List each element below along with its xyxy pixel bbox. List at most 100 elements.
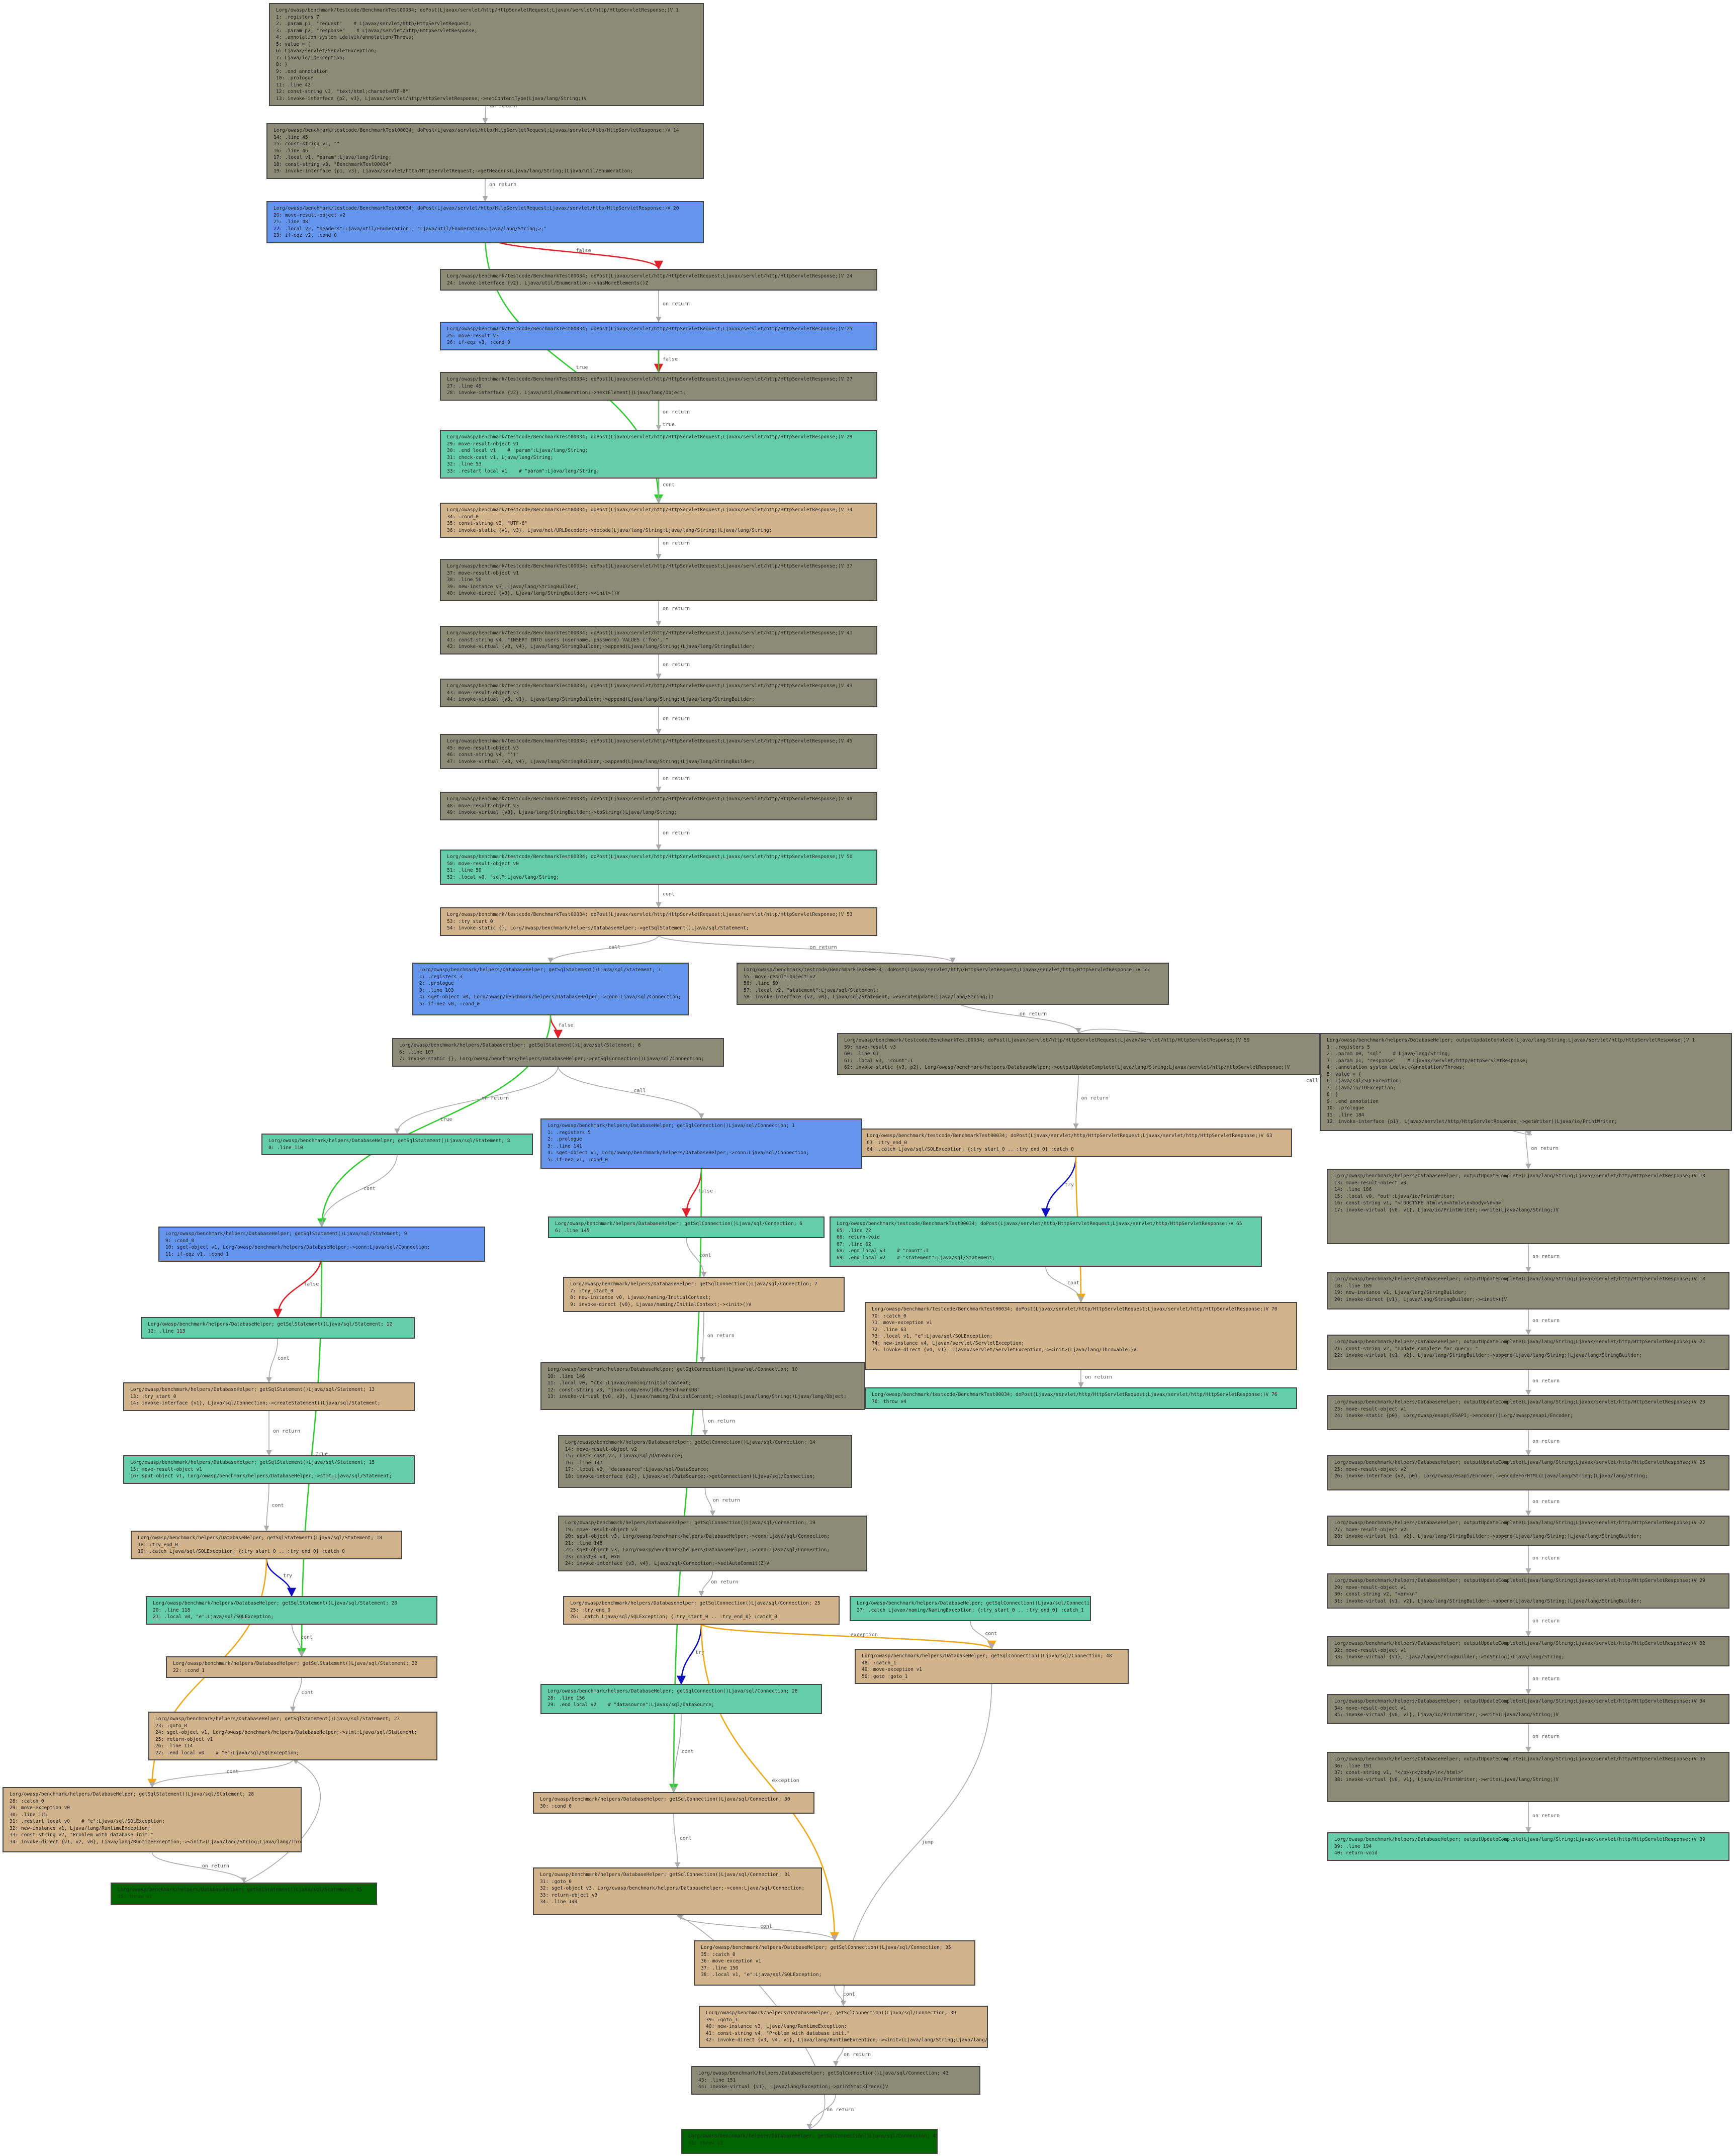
edge-label: false	[698, 1189, 713, 1194]
node-instruction: 20: sput-object v3, Lorg/owasp/benchmark…	[565, 1534, 830, 1539]
cfg-node-u7: Lorg/owasp/benchmark/helpers/DatabaseHel…	[1327, 1516, 1729, 1546]
edge-default	[677, 1915, 838, 1941]
edge-label: on return	[202, 1863, 229, 1869]
node-header: Lorg/owasp/benchmark/testcode/BenchmarkT…	[872, 1392, 1277, 1397]
edge-label: false	[663, 357, 678, 362]
node-header: Lorg/owasp/benchmark/testcode/BenchmarkT…	[447, 326, 853, 332]
node-instruction: 5: if-nez v0, :cond_0	[419, 1001, 480, 1007]
node-instruction: 3: .param p1, "response" # Ljavax/servle…	[1327, 1058, 1528, 1064]
node-header: Lorg/owasp/benchmark/testcode/BenchmarkT…	[447, 273, 853, 279]
node-instruction: 26: if-eqz v3, :cond_0	[447, 340, 510, 345]
node-instruction: 50: move-result-object v0	[447, 861, 519, 867]
node-instruction: 20: .line 118	[153, 1607, 191, 1613]
node-instruction: 45: move-result-object v3	[447, 745, 519, 751]
cfg-node-n10: Lorg/owasp/benchmark/testcode/BenchmarkT…	[440, 626, 877, 654]
node-instruction: 53: :try_start_0	[447, 918, 493, 924]
node-instruction: 8: new-instance v0, Ljavax/naming/Initia…	[570, 1295, 711, 1300]
cfg-node-n14: Lorg/owasp/benchmark/testcode/BenchmarkT…	[440, 850, 877, 885]
edge-label: on return	[663, 662, 690, 668]
node-instruction: 23: const/4 v4, 0x0	[565, 1554, 620, 1560]
node-instruction: 43: .line 151	[698, 2077, 736, 2083]
cfg-node-n19: Lorg/owasp/benchmark/testcode/BenchmarkT…	[830, 1216, 1262, 1267]
node-instruction: 32: sget-object v3, Lorg/owasp/benchmark…	[540, 1886, 805, 1891]
cfg-node-u1: Lorg/owasp/benchmark/helpers/DatabaseHel…	[1320, 1033, 1732, 1131]
node-instruction: 60: .line 61	[844, 1051, 879, 1057]
node-header: Lorg/owasp/benchmark/helpers/DatabaseHel…	[138, 1535, 383, 1541]
node-instruction: 1: .registers 3	[419, 974, 463, 980]
node-instruction: 62: invoke-static {v3, p2}, Lorg/owasp/b…	[844, 1065, 1290, 1070]
node-instruction: 33: return-object v3	[540, 1892, 598, 1898]
edge-label: on return	[490, 104, 517, 109]
node-instruction: 7: invoke-static {}, Lorg/owasp/benchmar…	[399, 1056, 704, 1062]
edge-label: on return	[1081, 1096, 1109, 1101]
node-instruction: 15: const-string v1, ""	[273, 141, 340, 147]
node-header: Lorg/owasp/benchmark/testcode/BenchmarkT…	[447, 434, 853, 440]
edge-label: cont	[301, 1635, 313, 1640]
node-instruction: 25: move-result-object v2	[1334, 1466, 1406, 1472]
node-instruction: 74: new-instance v4, Ljavax/servlet/Serv…	[872, 1340, 1025, 1346]
node-instruction: 9: :cond_0	[165, 1238, 195, 1244]
edge-label: on return	[1532, 1734, 1560, 1740]
edge-label: on return	[827, 2107, 854, 2113]
edge-default	[291, 1621, 305, 1657]
cfg-node-n21: Lorg/owasp/benchmark/testcode/BenchmarkT…	[865, 1387, 1297, 1409]
node-instruction: 29: move-exception v0	[10, 1805, 70, 1811]
node-instruction: 35: invoke-virtual {v0, v1}, Ljava/io/Pr…	[1334, 1712, 1559, 1718]
node-instruction: 28: invoke-interface {v2}, Ljava/util/En…	[447, 390, 686, 396]
node-header: Lorg/owasp/benchmark/helpers/DatabaseHel…	[1334, 1173, 1705, 1179]
node-header: Lorg/owasp/benchmark/helpers/DatabaseHel…	[698, 2071, 949, 2076]
node-instruction: 24: invoke-static {p0}, Lorg/owasp/esapi…	[1334, 1413, 1573, 1419]
edge-label: on return	[663, 302, 690, 307]
node-header: Lorg/owasp/benchmark/helpers/DatabaseHel…	[1334, 1339, 1705, 1345]
node-instruction: 13: invoke-virtual {v0, v3}, Ljavax/nami…	[547, 1394, 847, 1399]
node-instruction: 12: invoke-interface {p1}, Ljavax/servle…	[1327, 1119, 1617, 1124]
edge-default	[149, 1759, 294, 1788]
cfg-node-u2: Lorg/owasp/benchmark/helpers/DatabaseHel…	[1327, 1169, 1729, 1244]
node-header: Lorg/owasp/benchmark/testcode/BenchmarkT…	[744, 967, 1149, 973]
cfg-node-n8: Lorg/owasp/benchmark/testcode/BenchmarkT…	[440, 503, 877, 538]
cfg-node-c3: Lorg/owasp/benchmark/helpers/DatabaseHel…	[563, 1277, 845, 1312]
edge-default	[1045, 1266, 1084, 1303]
node-instruction: 39: :goto_1	[706, 2017, 738, 2023]
node-instruction: 28: :catch_0	[10, 1798, 44, 1804]
node-header: Lorg/owasp/benchmark/helpers/DatabaseHel…	[701, 1945, 951, 1950]
node-header: Lorg/owasp/benchmark/helpers/DatabaseHel…	[547, 1123, 795, 1129]
node-instruction: 27: .catch Ljavax/naming/NamingException…	[857, 1607, 1084, 1613]
node-instruction: 5: if-nez v1, :cond_0	[547, 1157, 608, 1163]
edge-label: on return	[663, 410, 690, 415]
edge-label: on return	[1532, 1619, 1560, 1624]
cfg-node-n16: Lorg/owasp/benchmark/testcode/BenchmarkT…	[737, 963, 1169, 1005]
edge-label: on return	[482, 1096, 509, 1101]
node-instruction: 32: move-result-object v1	[1334, 1647, 1406, 1653]
node-instruction: 76: throw v4	[872, 1398, 906, 1404]
edge-try	[676, 1623, 702, 1685]
edge-default	[970, 1621, 995, 1650]
node-instruction: 12: const-string v3, "text/html;charset=…	[276, 89, 409, 95]
edge-default	[702, 1410, 708, 1436]
node-instruction: 6: .line 107	[399, 1049, 434, 1055]
cfg-node-h12: Lorg/owasp/benchmark/helpers/DatabaseHel…	[3, 1787, 302, 1852]
edge-label: on return	[1532, 1499, 1560, 1505]
edge-label: on return	[711, 1579, 738, 1585]
node-instruction: 5: value = {	[276, 41, 311, 47]
edge-label: cont	[682, 1749, 694, 1755]
edge-label: cont	[663, 892, 675, 897]
cfg-node-n20: Lorg/owasp/benchmark/testcode/BenchmarkT…	[865, 1302, 1297, 1370]
node-header: Lorg/owasp/benchmark/helpers/DatabaseHel…	[1334, 1699, 1705, 1704]
node-instruction: 2: .param p0, "sql" # Ljava/lang/String;	[1327, 1051, 1450, 1057]
node-instruction: 13: :try_start_0	[130, 1393, 176, 1399]
edge-label: on return	[1532, 1556, 1560, 1561]
cfg-node-c6: Lorg/owasp/benchmark/helpers/DatabaseHel…	[558, 1516, 867, 1571]
node-instruction: 66: return-void	[837, 1235, 880, 1240]
node-header: Lorg/owasp/benchmark/helpers/DatabaseHel…	[268, 1138, 510, 1144]
node-instruction: 18: const-string v3, "BenchmarkTest00034…	[273, 161, 392, 167]
node-instruction: 18: :try_end_0	[138, 1542, 178, 1548]
node-header: Lorg/owasp/benchmark/helpers/DatabaseHel…	[862, 1653, 1112, 1659]
node-instruction: 17: .local v2, "datasource":Ljavax/sql/D…	[565, 1467, 709, 1472]
node-header: Lorg/owasp/benchmark/helpers/DatabaseHel…	[155, 1716, 400, 1722]
node-instruction: 27: .end local v0 # "e":Ljava/sql/SQLExc…	[155, 1750, 299, 1756]
cfg-node-n1: Lorg/owasp/benchmark/testcode/BenchmarkT…	[269, 3, 704, 106]
node-instruction: 71: move-exception v1	[872, 1320, 933, 1326]
node-instruction: 32: new-instance v1, Ljava/lang/RuntimeE…	[10, 1825, 151, 1831]
node-instruction: 39: new-instance v3, Ljava/lang/StringBu…	[447, 584, 580, 590]
